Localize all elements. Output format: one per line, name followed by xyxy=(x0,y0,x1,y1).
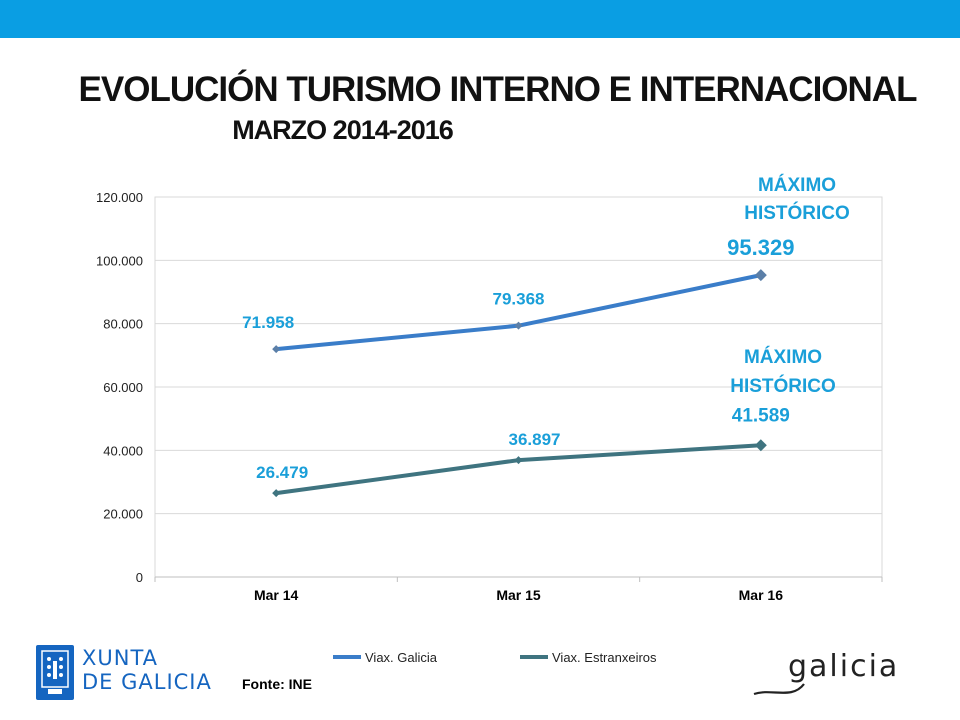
series-marker xyxy=(754,269,767,282)
y-tick-label: 120.000 xyxy=(96,190,143,205)
data-label: 26.479 xyxy=(256,463,308,482)
y-tick-label: 60.000 xyxy=(103,380,143,395)
data-label: 71.958 xyxy=(242,313,294,332)
data-label: 41.589 xyxy=(732,405,790,426)
series-marker xyxy=(514,456,523,465)
series-marker xyxy=(272,489,281,498)
max-annotation-line2: HISTÓRICO xyxy=(744,202,850,224)
series-line xyxy=(274,443,763,496)
source-note: Fonte: INE xyxy=(242,676,312,692)
y-tick-label: 40.000 xyxy=(103,443,143,458)
xunta-logo-line1: XUNTA xyxy=(82,646,159,670)
chart-title: EVOLUCIÓN TURISMO INTERNO E INTERNACIONA… xyxy=(78,70,918,109)
max-annotation-line2: HISTÓRICO xyxy=(730,375,836,397)
xunta-emblem-icon xyxy=(36,645,74,700)
y-tick-label: 0 xyxy=(136,570,143,585)
x-tick-label: Mar 14 xyxy=(254,587,299,603)
x-tick-label: Mar 16 xyxy=(739,587,784,603)
galicia-logo-icon: galicia xyxy=(753,649,899,696)
legend-label: Viax. Galicia xyxy=(365,650,438,665)
series-marker xyxy=(754,439,767,452)
data-label: 36.897 xyxy=(509,430,561,449)
max-annotation-line1: MÁXIMO xyxy=(758,174,836,196)
xunta-logo-line2: DE GALICIA xyxy=(82,670,212,694)
chart-subtitle: MARZO 2014-2016 xyxy=(232,115,454,145)
y-tick-label: 100.000 xyxy=(96,253,143,268)
series-line xyxy=(274,273,763,352)
max-annotation-line1: MÁXIMO xyxy=(744,346,822,368)
galicia-logo-text: galicia xyxy=(788,649,899,684)
y-tick-label: 80.000 xyxy=(103,317,143,332)
series-marker xyxy=(514,321,523,330)
legend-label: Viax. Estranxeiros xyxy=(552,650,657,665)
data-label: 79.368 xyxy=(493,290,545,309)
top-accent-bar xyxy=(0,0,960,38)
data-label: 95.329 xyxy=(727,235,794,260)
series-marker xyxy=(272,345,281,354)
x-tick-label: Mar 15 xyxy=(496,587,541,603)
y-tick-label: 20.000 xyxy=(103,507,143,522)
